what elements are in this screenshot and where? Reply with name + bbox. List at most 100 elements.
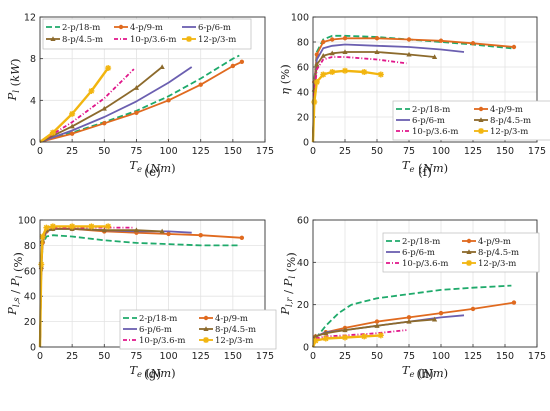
y-tick-label: 40: [297, 258, 309, 269]
data-point: [323, 330, 329, 336]
data-point: [432, 316, 438, 322]
data-point: [361, 69, 368, 75]
y-tick-label: 40: [24, 292, 36, 303]
series-line: [39, 60, 243, 143]
legend-entry: 8-p/4.5-m: [462, 248, 519, 258]
y-tick-label: 4: [30, 96, 36, 107]
legend-label: 8-p/4.5-m: [478, 248, 519, 258]
legend-entry: 8-p/4.5-m: [474, 116, 531, 126]
panel-caption: (h): [416, 367, 433, 381]
y-axis-label: Pl,r / Pl (%): [278, 252, 298, 315]
legend-label: 2-p/18-m: [412, 105, 450, 115]
y-tick-label: 80: [297, 38, 309, 49]
x-tick-label: 125: [192, 351, 210, 362]
data-point: [377, 71, 384, 78]
data-point: [159, 228, 165, 234]
x-tick-label: 0: [37, 146, 43, 157]
series-line: [38, 225, 109, 348]
legend-entry: 2-p/18-m: [396, 105, 450, 115]
legend-label: 10-p/3.6-m: [412, 127, 458, 137]
legend-label: 12-p/3-m: [490, 127, 528, 137]
data-point: [49, 129, 56, 136]
legend-entry: 10-p/3.6-m: [114, 35, 176, 45]
data-point: [239, 59, 245, 64]
data-point: [374, 36, 380, 41]
x-tick-label: 125: [464, 351, 482, 362]
legend-label: 4-p/9-m: [478, 237, 511, 247]
legend-marker: [478, 106, 484, 112]
y-tick-label: 0: [303, 343, 309, 354]
data-point: [101, 227, 107, 233]
x-axis-label: Te (Nm): [402, 158, 448, 175]
series-8-p/4.5-m: [39, 64, 165, 143]
x-tick-label: 150: [224, 146, 242, 157]
legend-marker: [203, 326, 209, 331]
x-tick-label: 100: [432, 146, 450, 157]
y-tick-label: 20: [297, 300, 309, 311]
legend-entry: 12-p/3-m: [199, 336, 253, 346]
data-point: [133, 227, 140, 233]
legend-entry: 12-p/3-m: [474, 127, 528, 137]
y-tick-label: 20: [24, 317, 36, 328]
data-point: [101, 105, 107, 111]
x-tick-label: 0: [310, 146, 316, 157]
data-point: [313, 79, 320, 85]
data-point: [329, 69, 336, 75]
x-tick-label: 175: [256, 146, 274, 157]
series-8-p/4.5-m: [312, 316, 438, 348]
legend-entry: 4-p/9-m: [474, 105, 523, 115]
legend-entry: 12-p/3-m: [182, 35, 236, 45]
legend-entry: 12-p/3-m: [462, 259, 516, 269]
data-point: [374, 323, 380, 328]
legend-label: 4-p/9-m: [130, 23, 163, 33]
panel-caption: (f): [418, 165, 432, 179]
axes-frame: [312, 16, 538, 143]
data-point: [321, 39, 326, 45]
x-tick-label: 100: [160, 351, 178, 362]
x-tick-label: 75: [130, 146, 142, 157]
legend-label: 2-p/18-m: [402, 237, 440, 247]
legend-label: 10-p/3.6-m: [130, 35, 176, 45]
y-axis-label: η (%): [278, 64, 292, 94]
data-point: [377, 332, 384, 339]
data-point: [312, 333, 319, 339]
data-point: [166, 231, 171, 237]
x-tick-label: 75: [403, 351, 415, 362]
data-point: [198, 233, 203, 238]
panel-g: 0 25 50 75 100 125 150 175 0 20 40 60 80 100 2-p/18-m 4…: [18, 216, 277, 381]
legend-label: 12-p/3-m: [478, 259, 516, 269]
series-2-p/18-m: [312, 34, 512, 143]
series-line: [39, 54, 240, 143]
legend-label: 12-p/3-m: [215, 336, 253, 346]
series-line: [311, 69, 381, 143]
x-tick-label: 25: [339, 351, 351, 362]
x-tick-label: 25: [66, 351, 78, 362]
legend-marker: [50, 36, 56, 41]
x-tick-label: 150: [496, 351, 514, 362]
data-point: [88, 223, 95, 230]
data-point: [312, 337, 319, 344]
data-point: [102, 121, 107, 126]
data-point: [406, 51, 412, 57]
legend-marker: [118, 24, 124, 30]
data-point: [374, 49, 380, 54]
series-line: [39, 68, 135, 143]
series-12-p/3-m: [311, 67, 384, 143]
series-12-p/3-m: [38, 223, 112, 348]
legend-entry: 6-p/6-m: [386, 248, 435, 258]
legend-entry: 4-p/9-m: [462, 237, 511, 247]
y-axis-label: Pl (kW): [5, 59, 22, 102]
x-tick-label: 150: [496, 146, 514, 157]
legend-entry: 8-p/4.5-m: [199, 325, 256, 335]
legend-label: 6-p/6-m: [198, 23, 231, 33]
data-point: [374, 319, 380, 324]
x-tick-label: 100: [160, 146, 178, 157]
data-point: [432, 54, 438, 59]
legend-entry: 6-p/6-m: [396, 116, 445, 126]
data-point: [69, 123, 75, 129]
data-point: [406, 37, 412, 42]
legend-marker: [466, 238, 472, 244]
y-tick-label: 0: [30, 138, 36, 149]
legend-marker: [203, 315, 209, 321]
